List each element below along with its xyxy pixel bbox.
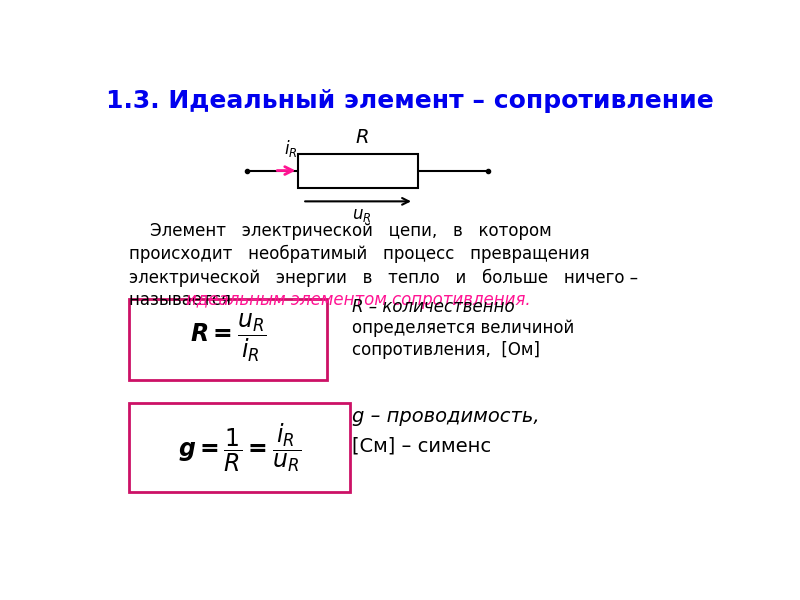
Text: [См] – сименс: [См] – сименс bbox=[352, 436, 491, 455]
Text: $\boldsymbol{R = \dfrac{u_R}{i_R}}$: $\boldsymbol{R = \dfrac{u_R}{i_R}}$ bbox=[190, 311, 266, 364]
Bar bbox=[298, 154, 418, 187]
Text: $i_R$: $i_R$ bbox=[285, 138, 298, 159]
Text: происходит   необратимый   процесс   превращения: происходит необратимый процесс превращен… bbox=[130, 245, 590, 263]
Text: g – проводимость,: g – проводимость, bbox=[352, 407, 539, 426]
Text: R – количественно: R – количественно bbox=[352, 298, 514, 316]
Text: $R$: $R$ bbox=[355, 130, 369, 148]
Bar bbox=[130, 299, 327, 380]
Text: Элемент   электрической   цепи,   в   котором: Элемент электрической цепи, в котором bbox=[130, 222, 552, 240]
Text: электрической   энергии   в   тепло   и   больше   ничего –: электрической энергии в тепло и больше н… bbox=[130, 268, 638, 287]
Bar bbox=[130, 403, 350, 491]
Text: $\boldsymbol{g = \dfrac{1}{R} = \dfrac{i_R}{u_R}}$: $\boldsymbol{g = \dfrac{1}{R} = \dfrac{i… bbox=[178, 421, 302, 474]
Text: называется: называется bbox=[130, 292, 237, 310]
Text: определяется величиной: определяется величиной bbox=[352, 319, 574, 337]
Text: идеальным элементом сопротивления.: идеальным элементом сопротивления. bbox=[186, 292, 530, 310]
Text: $u_R$: $u_R$ bbox=[352, 207, 372, 224]
Text: 1.3. Идеальный элемент – сопротивление: 1.3. Идеальный элемент – сопротивление bbox=[106, 89, 714, 113]
Text: сопротивления,  [Ом]: сопротивления, [Ом] bbox=[352, 341, 540, 359]
